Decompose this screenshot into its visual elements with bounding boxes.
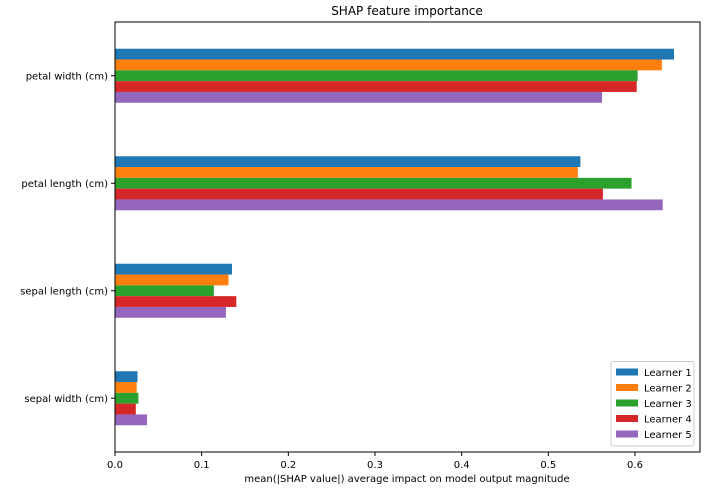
y-axis-ticks: petal width (cm) petal length (cm) sepal l… — [20, 71, 115, 405]
x-axis-ticks: 0.0 0.1 0.2 0.3 0.4 0.5 0.6 — [107, 452, 643, 471]
x-tick-label: 0.5 — [540, 460, 556, 471]
legend-label: Learner 5 — [644, 430, 692, 441]
bar-learner-1-3 — [115, 371, 138, 383]
legend-swatch — [616, 368, 638, 376]
bar-learner-4-2 — [115, 296, 237, 307]
bar-learner-2-0 — [115, 59, 662, 71]
y-tick-label: petal length (cm) — [21, 179, 108, 190]
x-tick-label: 0.6 — [627, 460, 643, 471]
bar-learner-4-1 — [115, 188, 603, 200]
plot-frame — [114, 21, 701, 453]
bar-learner-2-2 — [115, 274, 229, 286]
x-tick-label: 0.4 — [454, 460, 470, 471]
legend-swatch — [616, 415, 638, 422]
bar-learner-3-2 — [115, 285, 214, 297]
y-tick-label: sepal length (cm) — [20, 286, 108, 297]
x-tick-label: 0.2 — [280, 460, 296, 471]
bar-learner-4-0 — [115, 81, 637, 92]
bar-learner-3-3 — [115, 392, 139, 404]
bar-learner-2-1 — [115, 167, 578, 178]
legend: Learner 1 Learner 2 Learner 3 Learner 4 Lear… — [610, 361, 695, 447]
bar-learner-5-0 — [115, 91, 603, 103]
bar-learner-1-0 — [115, 48, 674, 60]
legend-box — [610, 361, 695, 447]
bars-layer — [115, 48, 674, 426]
bar-learner-1-1 — [115, 156, 581, 168]
x-tick-label: 0.0 — [107, 460, 123, 471]
legend-label: Learner 4 — [644, 415, 692, 426]
bar-learner-5-1 — [115, 199, 663, 211]
y-tick-label: petal width (cm) — [26, 71, 108, 82]
x-tick-label: 0.1 — [194, 460, 210, 471]
legend-swatch — [616, 384, 638, 391]
bar-learner-5-2 — [115, 306, 226, 318]
bar-learner-3-0 — [115, 70, 638, 82]
bar-learner-2-3 — [115, 382, 137, 393]
bar-learner-5-3 — [115, 414, 148, 426]
x-tick-label: 0.3 — [367, 460, 383, 471]
legend-swatch — [616, 399, 638, 407]
bar-learner-1-2 — [115, 263, 232, 275]
legend-label: Learner 2 — [644, 384, 692, 395]
legend-label: Learner 1 — [644, 368, 692, 379]
axes-layer — [114, 21, 701, 453]
x-axis-label: mean(|SHAP value|) average impact on mod… — [244, 474, 569, 485]
legend-label: Learner 3 — [644, 399, 692, 410]
legend-swatch — [616, 430, 638, 438]
bar-learner-4-3 — [115, 403, 136, 415]
bar-learner-3-1 — [115, 177, 632, 189]
y-tick-label: sepal width (cm) — [24, 394, 108, 405]
chart-title: SHAP feature importance — [331, 4, 483, 18]
